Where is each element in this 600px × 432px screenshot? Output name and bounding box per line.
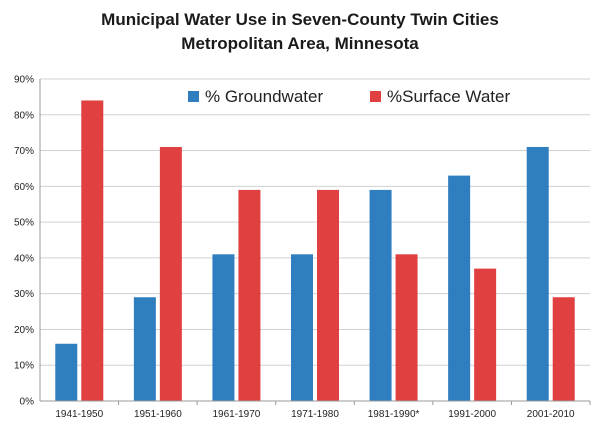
y-tick-label: 10% bbox=[14, 361, 34, 372]
legend-label-surface-water: %Surface Water bbox=[387, 87, 510, 106]
surface-water-bar-1941-1950 bbox=[81, 100, 104, 401]
bars bbox=[55, 100, 575, 401]
x-tick-label: 1951-1960 bbox=[134, 409, 182, 420]
chart-title-line-1: Municipal Water Use in Seven-County Twin… bbox=[101, 10, 499, 29]
surface-water-bar-1951-1960 bbox=[159, 146, 182, 401]
x-tick-label: 1981-1990* bbox=[368, 409, 420, 420]
x-tick-label: 1971-1980 bbox=[291, 409, 339, 420]
x-tick-label: 1941-1950 bbox=[55, 409, 103, 420]
surface-water-bar-1981-1990* bbox=[395, 254, 418, 401]
y-tick-label: 60% bbox=[14, 182, 34, 193]
y-tick-label: 30% bbox=[14, 289, 34, 300]
y-tick-label: 80% bbox=[14, 110, 34, 121]
groundwater-bar-1961-1970 bbox=[212, 254, 235, 401]
gridlines bbox=[40, 78, 590, 366]
legend-swatch-groundwater bbox=[188, 91, 199, 102]
groundwater-bar-1941-1950 bbox=[55, 343, 78, 401]
surface-water-bar-1961-1970 bbox=[238, 189, 261, 401]
y-tick-label: 90% bbox=[14, 75, 34, 86]
x-tick-label: 1991-2000 bbox=[448, 409, 496, 420]
groundwater-bar-1981-1990* bbox=[369, 189, 392, 401]
x-tick-label: 1961-1970 bbox=[213, 409, 261, 420]
groundwater-bar-1951-1960 bbox=[133, 297, 156, 401]
legend-swatch-surface-water bbox=[370, 91, 381, 102]
chart-title-line-2: Metropolitan Area, Minnesota bbox=[181, 34, 419, 53]
surface-water-bar-2001-2010 bbox=[552, 297, 575, 401]
axes: 0% 10% 20% 30% 40% 50% 60% 70% 80% 90% 1941-1950 19… bbox=[14, 75, 591, 420]
y-tick-label: 20% bbox=[14, 325, 34, 336]
y-tick-label: 50% bbox=[14, 218, 34, 229]
chart-title: Municipal Water Use in Seven-County Twin… bbox=[0, 8, 600, 56]
legend-label-groundwater: % Groundwater bbox=[205, 87, 323, 106]
surface-water-bar-1991-2000 bbox=[474, 268, 497, 401]
surface-water-bar-1971-1980 bbox=[317, 189, 339, 401]
y-tick-label: 0% bbox=[20, 397, 35, 408]
legend: % Groundwater %Surface Water bbox=[188, 87, 510, 106]
groundwater-bar-1991-2000 bbox=[448, 175, 471, 401]
groundwater-bar-1971-1980 bbox=[291, 254, 313, 401]
y-tick-label: 40% bbox=[14, 253, 34, 264]
x-tick-label: 2001-2010 bbox=[527, 409, 575, 420]
y-tick-label: 70% bbox=[14, 146, 34, 157]
groundwater-bar-2001-2010 bbox=[526, 146, 549, 401]
